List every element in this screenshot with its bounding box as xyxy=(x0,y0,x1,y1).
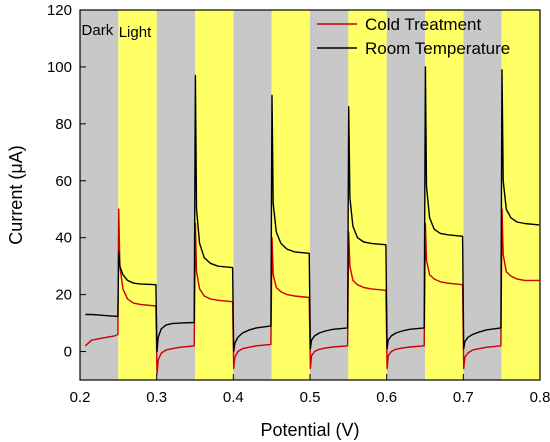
y-tick-label-5: 100 xyxy=(47,59,72,76)
y-tick-label-2: 40 xyxy=(55,230,72,247)
dark-band-2 xyxy=(233,10,271,380)
light-region-label: Light xyxy=(119,24,152,41)
dark-band-1 xyxy=(157,10,195,380)
y-tick-label-4: 80 xyxy=(55,116,72,133)
dark-band-3 xyxy=(310,10,348,380)
y-tick-label-6: 120 xyxy=(47,2,72,19)
y-tick-label-1: 20 xyxy=(55,287,72,304)
light-band-3 xyxy=(348,10,386,380)
x-tick-label-5: 0.7 xyxy=(453,389,474,406)
y-tick-label-3: 60 xyxy=(55,173,72,190)
light-band-2 xyxy=(272,10,310,380)
x-tick-label-2: 0.4 xyxy=(223,389,244,406)
dark-band-4 xyxy=(387,10,425,380)
x-tick-label-0: 0.2 xyxy=(70,389,91,406)
y-axis-label: Current (μA) xyxy=(6,145,26,244)
light-band-1 xyxy=(195,10,233,380)
x-tick-label-4: 0.6 xyxy=(376,389,397,406)
legend-label-room-temperature: Room Temperature xyxy=(365,39,510,58)
dark-band-0 xyxy=(80,10,118,380)
light-band-5 xyxy=(502,10,540,380)
dark-band-5 xyxy=(463,10,501,380)
x-axis-label: Potential (V) xyxy=(260,420,359,440)
light-band-4 xyxy=(425,10,463,380)
dark-region-label: Dark xyxy=(82,22,114,39)
x-tick-label-6: 0.8 xyxy=(530,389,550,406)
y-tick-label-0: 0 xyxy=(64,344,72,361)
x-tick-label-1: 0.3 xyxy=(146,389,167,406)
x-tick-label-3: 0.5 xyxy=(300,389,321,406)
light-band-0 xyxy=(118,10,156,380)
legend-label-cold-treatment: Cold Treatment xyxy=(365,15,481,34)
